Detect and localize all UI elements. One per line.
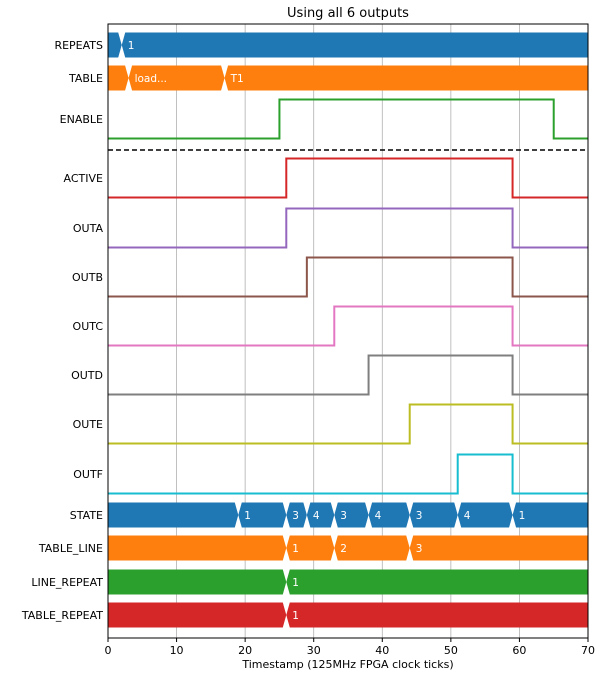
bus-segment bbox=[286, 502, 307, 528]
bus-value-label: 1 bbox=[128, 40, 135, 52]
signal-label: OUTA bbox=[73, 222, 104, 235]
bus-value-label: 1 bbox=[292, 610, 299, 622]
signal-label: STATE bbox=[70, 509, 103, 522]
bus-value-label: T1 bbox=[230, 73, 244, 85]
bus-segment bbox=[306, 502, 335, 528]
chart-title: Using all 6 outputs bbox=[287, 6, 409, 21]
signal-trace bbox=[108, 157, 588, 199]
x-tick-label: 0 bbox=[105, 644, 112, 657]
signal-label: LINE_REPEAT bbox=[31, 576, 103, 589]
bus-value-label: 4 bbox=[375, 510, 382, 522]
signal-labels: REPEATS TABLE ENABLE ACTIVE OUTA OUTB OUTC OUTD… bbox=[21, 39, 104, 622]
bus-segment bbox=[409, 535, 588, 561]
bus-value-label: 3 bbox=[416, 543, 423, 555]
bus-segment bbox=[108, 32, 122, 58]
bus-segment bbox=[286, 569, 588, 595]
bus-segment bbox=[286, 535, 335, 561]
bus-segment bbox=[108, 569, 287, 595]
x-tick-label: 70 bbox=[581, 644, 595, 657]
plot-frame bbox=[107, 23, 589, 639]
x-tick-label: 40 bbox=[375, 644, 389, 657]
bus-segment bbox=[121, 32, 588, 58]
bus-value-label: 4 bbox=[464, 510, 471, 522]
bus-segment bbox=[409, 502, 458, 528]
signal-label: ENABLE bbox=[60, 113, 103, 126]
signal-label: OUTF bbox=[73, 468, 103, 481]
bus-value-label: 3 bbox=[292, 510, 299, 522]
bus-segment bbox=[334, 502, 369, 528]
signal-traces: 1 load... T1 1 3 4 3 4 3 4 1 1 2 3 1 1 bbox=[108, 32, 589, 628]
signal-label: OUTB bbox=[72, 271, 103, 284]
signal-trace bbox=[108, 98, 588, 140]
bus-segment bbox=[512, 502, 588, 528]
signal-label: TABLE_LINE bbox=[38, 542, 103, 555]
bus-segment bbox=[368, 502, 410, 528]
x-tick-label: 20 bbox=[238, 644, 252, 657]
bus-value-label: 1 bbox=[292, 577, 299, 589]
signal-label: ACTIVE bbox=[64, 172, 104, 185]
signal-trace bbox=[108, 403, 588, 445]
x-tick-label: 60 bbox=[512, 644, 526, 657]
bus-segment bbox=[108, 65, 129, 91]
signal-trace bbox=[108, 207, 588, 249]
bus-segment bbox=[108, 602, 287, 628]
bus-value-label: 3 bbox=[340, 510, 347, 522]
bus-value-label: 1 bbox=[519, 510, 526, 522]
signal-label: TABLE_REPEAT bbox=[21, 609, 103, 622]
bus-segment bbox=[238, 502, 287, 528]
signal-label: OUTE bbox=[73, 418, 103, 431]
bus-value-label: 4 bbox=[313, 510, 320, 522]
bus-value-label: 1 bbox=[244, 510, 251, 522]
x-tick-label: 30 bbox=[307, 644, 321, 657]
signal-label: REPEATS bbox=[54, 39, 103, 52]
bus-value-label: 1 bbox=[292, 543, 299, 555]
bus-segment bbox=[334, 535, 410, 561]
x-tick-label: 10 bbox=[170, 644, 184, 657]
x-tick-label: 50 bbox=[444, 644, 458, 657]
bus-segment bbox=[128, 65, 225, 91]
signal-label: TABLE bbox=[68, 72, 103, 85]
bus-segment bbox=[224, 65, 589, 91]
bus-value-label: 3 bbox=[416, 510, 423, 522]
signal-label: OUTD bbox=[71, 369, 103, 382]
x-axis: 0 10 20 30 40 50 60 70 bbox=[105, 638, 595, 657]
x-axis-label: Timestamp (125MHz FPGA clock ticks) bbox=[241, 658, 453, 671]
signal-trace bbox=[108, 256, 588, 298]
bus-segment bbox=[457, 502, 513, 528]
bus-value-label: load... bbox=[135, 73, 167, 85]
signal-label: OUTC bbox=[73, 320, 104, 333]
bus-segment bbox=[286, 602, 588, 628]
signal-trace bbox=[108, 354, 588, 396]
bus-segment bbox=[108, 535, 287, 561]
signal-trace bbox=[108, 305, 588, 347]
bus-segment bbox=[108, 502, 239, 528]
signal-trace bbox=[108, 453, 588, 495]
bus-value-label: 2 bbox=[340, 543, 347, 555]
